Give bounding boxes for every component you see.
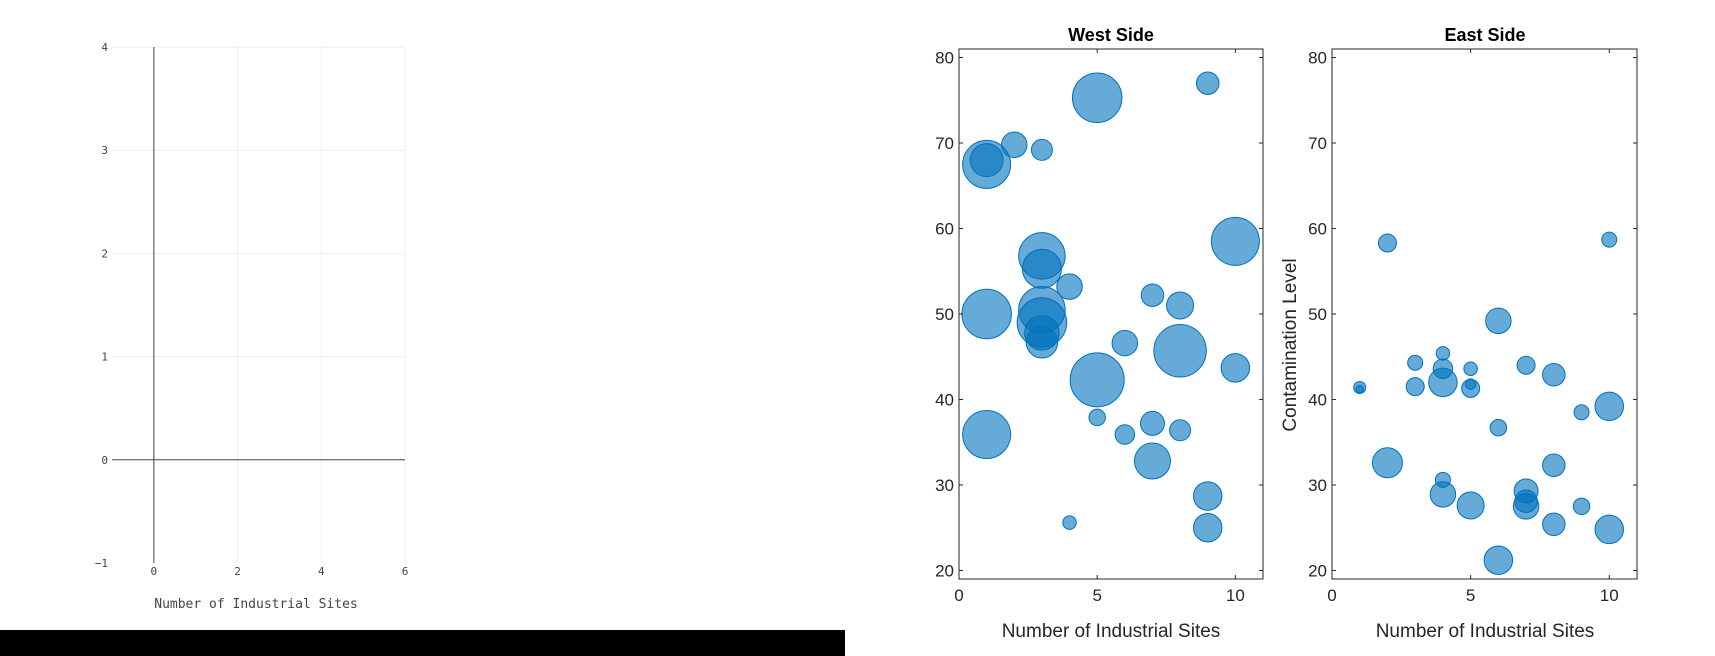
west-bubble xyxy=(1192,512,1223,543)
east-ytick-label: 70 xyxy=(1308,134,1327,153)
west-bubble xyxy=(1139,410,1165,436)
west-bubble xyxy=(1140,283,1165,307)
east-bubble xyxy=(1463,361,1478,376)
east-ytick-label: 60 xyxy=(1308,220,1327,239)
west-chart-xlabel: Number of Industrial Sites xyxy=(1002,621,1221,642)
left-ytick-label: −1 xyxy=(95,557,108,570)
west-bubble xyxy=(1114,424,1136,445)
west-bubble xyxy=(1133,442,1171,480)
west-bubble xyxy=(1192,481,1223,511)
left-plot-axes xyxy=(112,47,405,563)
left-plot-gridlines xyxy=(112,46,406,563)
east-bubble xyxy=(1542,453,1566,478)
west-bubble xyxy=(1071,72,1123,123)
left-ytick-label: 1 xyxy=(101,351,108,364)
east-bubble xyxy=(1405,377,1425,397)
east-bubble xyxy=(1542,362,1566,387)
east-bubble xyxy=(1355,384,1364,394)
west-chart-title: West Side xyxy=(1068,25,1154,45)
east-bubble xyxy=(1483,545,1514,575)
west-bubble xyxy=(1069,352,1125,408)
west-tick-marks: 0 5 10 20 30 40 50 60 70 80 xyxy=(935,49,1263,605)
west-bubble xyxy=(1210,216,1260,266)
east-bubble xyxy=(1461,378,1481,398)
west-ytick-label: 60 xyxy=(935,220,954,239)
west-bubble xyxy=(1195,71,1220,95)
east-xtick-label: 0 xyxy=(1327,586,1336,605)
east-ytick-label: 40 xyxy=(1308,390,1327,409)
left-xtick-label: 4 xyxy=(318,565,325,578)
east-bubble xyxy=(1594,391,1625,422)
left-xtick-label: 0 xyxy=(151,565,158,578)
left-ytick-label: 0 xyxy=(101,454,108,467)
black-strip xyxy=(0,630,845,656)
west-bubble xyxy=(969,143,1004,178)
east-bubble xyxy=(1435,346,1451,361)
east-bubble xyxy=(1489,418,1508,437)
east-bubbles xyxy=(1353,231,1625,575)
west-bubble xyxy=(1088,408,1106,427)
left-xtick-label: 6 xyxy=(402,565,409,578)
east-ytick-label: 80 xyxy=(1308,49,1327,68)
east-ytick-label: 30 xyxy=(1308,476,1327,495)
east-chart-xlabel: Number of Industrial Sites xyxy=(1376,621,1595,642)
east-bubble xyxy=(1572,497,1591,516)
west-bubble xyxy=(1153,324,1207,378)
east-bubble xyxy=(1456,491,1485,520)
east-bubble xyxy=(1516,355,1536,375)
east-bubble xyxy=(1429,481,1457,508)
east-xtick-label: 10 xyxy=(1600,586,1619,605)
west-bubble xyxy=(1025,325,1059,359)
left-ytick-label: 2 xyxy=(101,247,108,260)
west-bubble xyxy=(1062,515,1077,530)
east-bubble xyxy=(1573,404,1590,421)
west-bubble xyxy=(961,288,1012,340)
east-bubble xyxy=(1601,231,1618,248)
east-bubble xyxy=(1542,512,1566,537)
west-xtick-label: 10 xyxy=(1226,586,1245,605)
west-ytick-label: 20 xyxy=(935,561,954,580)
west-bubble xyxy=(1169,419,1192,442)
east-ytick-label: 20 xyxy=(1308,561,1327,580)
west-bubble xyxy=(1021,248,1062,289)
west-ytick-label: 70 xyxy=(935,134,954,153)
east-chart-title: East Side xyxy=(1444,25,1525,45)
west-bubbles xyxy=(961,71,1260,543)
east-bubble xyxy=(1428,367,1458,398)
west-bubble xyxy=(1111,329,1139,357)
west-ytick-label: 80 xyxy=(935,49,954,68)
west-xtick-label: 0 xyxy=(954,586,963,605)
east-bubble xyxy=(1594,514,1625,545)
west-side-chart: West Side 0 5 10 20 30 40 50 60 70 80 Number of I… xyxy=(935,25,1264,642)
west-bubble xyxy=(1030,138,1053,161)
west-bubble xyxy=(1166,291,1195,320)
west-bubble xyxy=(1001,131,1028,158)
east-ytick-label: 50 xyxy=(1308,305,1327,324)
left-ytick-label: 3 xyxy=(101,144,108,157)
west-ytick-label: 40 xyxy=(935,390,954,409)
west-bubble xyxy=(962,410,1012,460)
east-bubble xyxy=(1377,233,1397,253)
east-chart-ylabel: Contamination Level xyxy=(1280,258,1301,431)
east-xtick-label: 5 xyxy=(1466,586,1475,605)
left-empty-plot: −1 0 1 2 3 4 0 2 4 6 Number of Industrial Sites xyxy=(95,41,409,612)
east-bubble xyxy=(1407,354,1424,371)
west-ytick-label: 30 xyxy=(935,476,954,495)
east-bubble xyxy=(1512,493,1540,520)
left-plot-xlabel: Number of Industrial Sites xyxy=(154,597,358,612)
east-bubble xyxy=(1371,447,1403,479)
west-bubble xyxy=(1220,353,1251,383)
left-xtick-label: 2 xyxy=(234,565,241,578)
west-bubble xyxy=(1056,273,1083,300)
west-xtick-label: 5 xyxy=(1092,586,1101,605)
left-ytick-label: 4 xyxy=(101,41,108,54)
east-plot-frame xyxy=(1331,48,1638,580)
left-plot-tick-labels: −1 0 1 2 3 4 0 2 4 6 xyxy=(95,41,409,578)
east-side-chart: East Side 0 5 10 20 30 40 50 60 70 80 Number of I… xyxy=(1280,25,1638,642)
east-tick-marks: 0 5 10 20 30 40 50 60 70 80 xyxy=(1308,49,1637,605)
east-bubble xyxy=(1485,307,1512,335)
west-ytick-label: 50 xyxy=(935,305,954,324)
